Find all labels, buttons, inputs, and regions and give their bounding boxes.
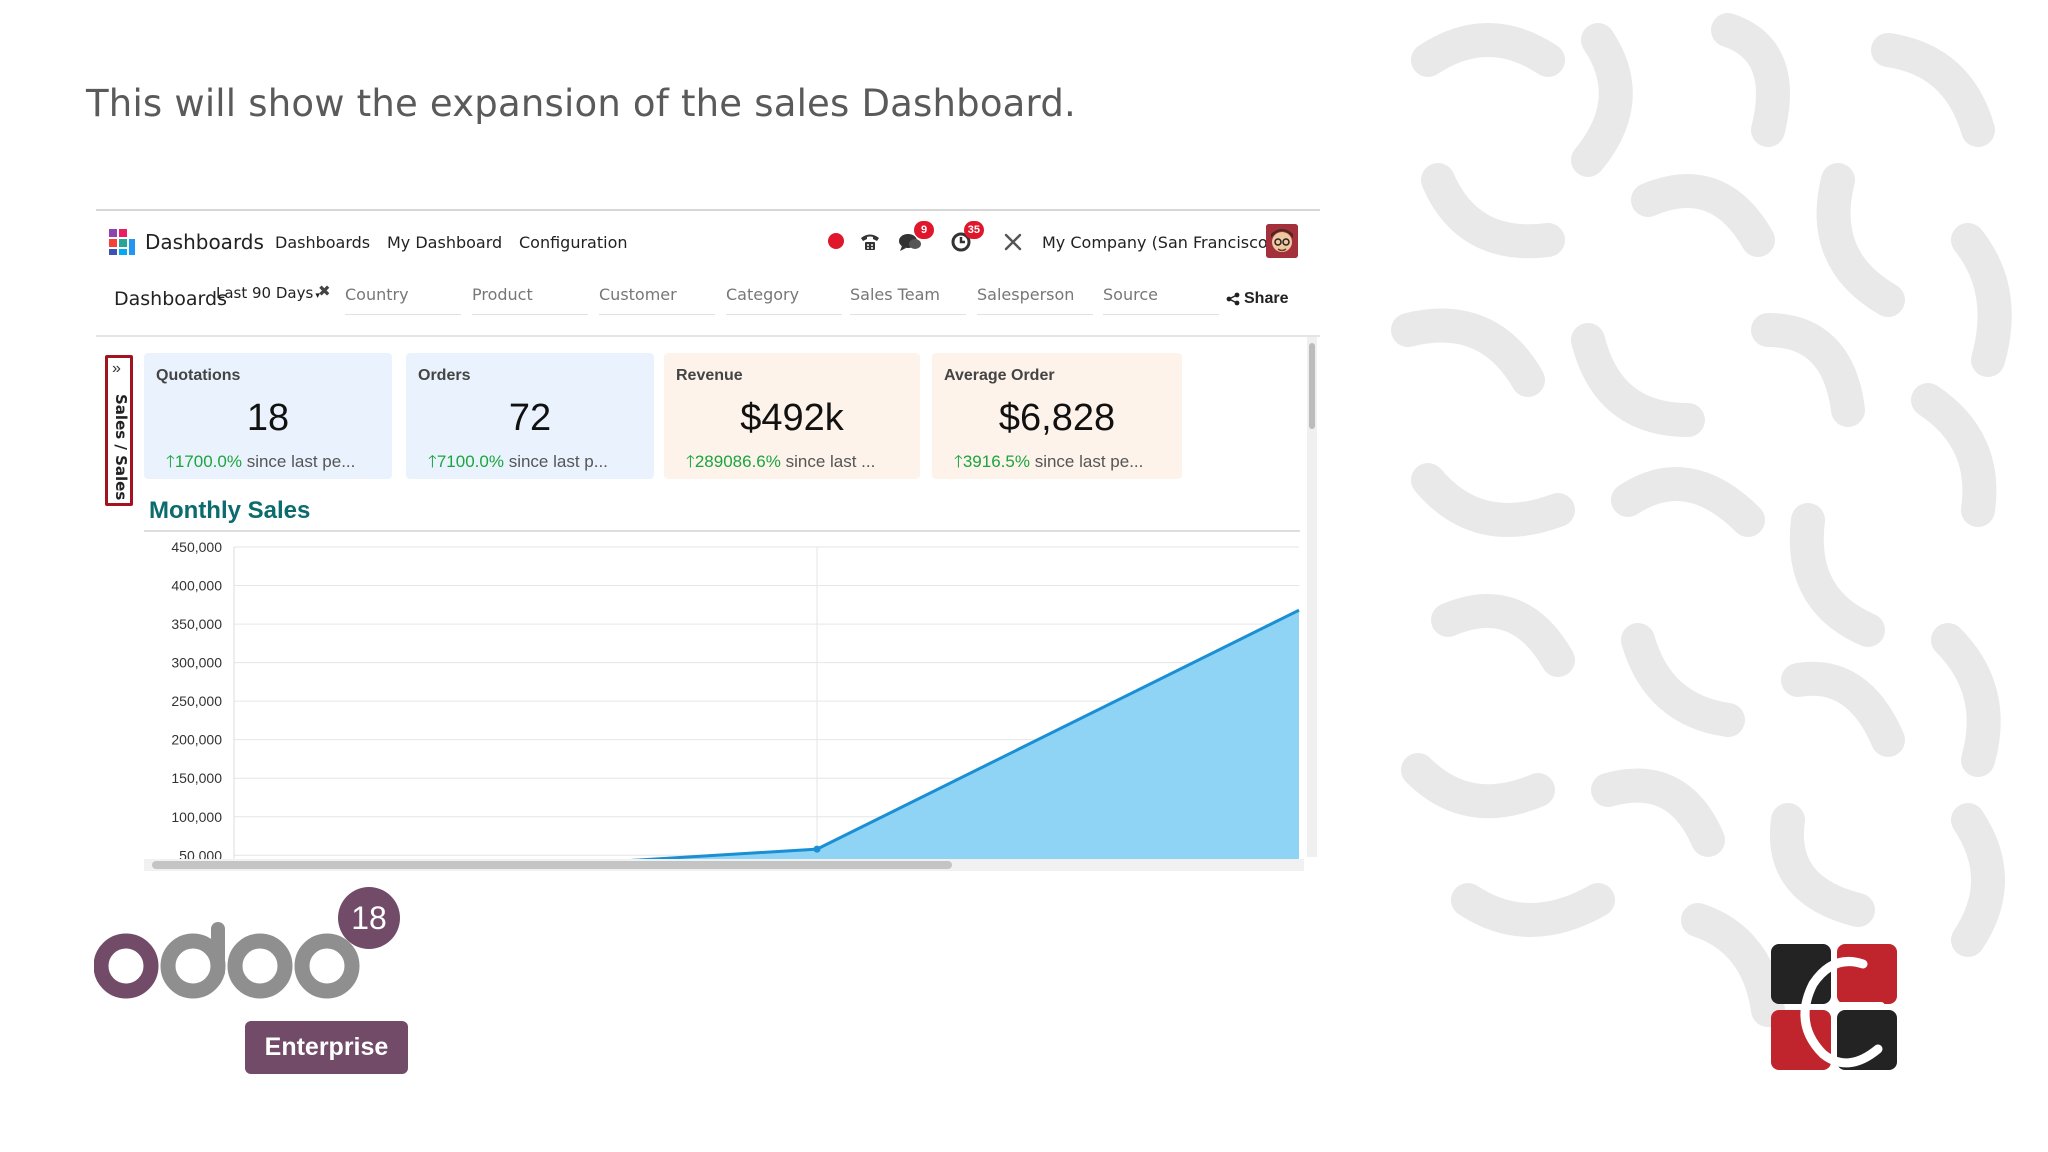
filter-sales-team[interactable]: Sales Team (850, 285, 966, 315)
kpi-orders[interactable]: Orders 72 🡑7100.0% since last p... (406, 353, 654, 479)
edition-badge: Enterprise (245, 1021, 408, 1074)
filter-customer[interactable]: Customer (599, 285, 715, 315)
kpi-average-order[interactable]: Average Order $6,828 🡑3916.5% since last… (932, 353, 1182, 479)
kpi-label: Quotations (156, 367, 241, 384)
recording-indicator-icon[interactable] (828, 233, 844, 249)
filter-country[interactable]: Country (345, 285, 461, 315)
kpi-trend-pct: 289086.6% (694, 452, 781, 471)
app-title[interactable]: Dashboards (145, 230, 264, 254)
chart-divider (144, 530, 1300, 532)
company-logo (1771, 944, 1897, 1070)
dashboards-app-icon[interactable] (108, 228, 136, 256)
company-switcher[interactable]: My Company (San Francisco) (1042, 233, 1274, 252)
kpi-label: Revenue (676, 367, 743, 384)
slide-heading: This will show the expansion of the sale… (86, 82, 1076, 125)
series-area (654, 610, 1299, 859)
kpi-trend: 🡑1700.0% since last pe... (166, 449, 376, 478)
user-avatar[interactable] (1266, 224, 1298, 258)
y-tick-label: 100,000 (171, 809, 222, 825)
kpi-value: $492k (740, 397, 844, 439)
control-panel: Dashboards Last 90 Days ▾ ✖ Country Produ… (96, 271, 1320, 337)
kpi-value: $6,828 (998, 397, 1116, 439)
sidebar-toggle[interactable]: » Sales / Sales (105, 355, 133, 506)
share-label: Share (1244, 290, 1289, 307)
dashboard-content: » Sales / Sales Quotations 18 🡑1700.0% s… (96, 337, 1320, 871)
trend-up-arrow-icon: 🡑 (954, 452, 963, 471)
filter-product[interactable]: Product (472, 285, 588, 315)
y-tick-label: 250,000 (171, 693, 222, 709)
debug-tools-icon[interactable] (1002, 227, 1024, 257)
y-tick-label: 400,000 (171, 578, 222, 594)
menu-configuration[interactable]: Configuration (519, 233, 628, 252)
kpi-trend-text: since last p... (503, 452, 608, 471)
kpi-quotations[interactable]: Quotations 18 🡑1700.0% since last pe... (144, 353, 392, 479)
y-tick-label: 450,000 (171, 539, 222, 555)
kpi-label: Orders (418, 367, 471, 384)
kpi-trend: 🡑289086.6% since last ... (686, 449, 896, 478)
filter-category[interactable]: Category (726, 285, 842, 315)
caret-down-icon: ▾ (315, 291, 320, 301)
filter-salesperson[interactable]: Salesperson (977, 285, 1093, 315)
date-filter-label: Last 90 Days (216, 284, 314, 302)
activity-clock-icon[interactable]: 35 (948, 221, 984, 257)
phone-icon[interactable] (858, 227, 882, 257)
y-tick-label: 200,000 (171, 732, 222, 748)
y-tick-label: 50,000 (179, 847, 222, 859)
kpi-label: Average Order (944, 367, 1055, 384)
kpi-trend: 🡑3916.5% since last pe... (954, 449, 1164, 478)
kpi-trend-text: since last pe... (241, 452, 356, 471)
y-tick-label: 350,000 (171, 616, 222, 632)
version-number: 18 (351, 900, 387, 936)
vertical-scrollbar-track (1307, 337, 1317, 857)
filter-source[interactable]: Source (1103, 285, 1219, 315)
clear-filter-icon[interactable]: ✖ (318, 283, 331, 300)
kpi-value: 72 (508, 397, 552, 439)
kpi-value: 18 (246, 397, 290, 439)
y-tick-label: 150,000 (171, 770, 222, 786)
kpi-trend-pct: 7100.0% (436, 452, 504, 471)
kpi-trend-pct: 1700.0% (174, 452, 242, 471)
kpi-trend: 🡑7100.0% since last p... (428, 449, 638, 478)
activity-count-badge: 35 (963, 221, 984, 239)
monthly-sales-chart: 450,000 400,000 350,000 300,000 250,000 200,0… (171, 539, 1300, 859)
trend-up-arrow-icon: 🡑 (686, 452, 695, 471)
data-point (813, 845, 821, 853)
odoo-screenshot: Dashboards Dashboards My Dashboard Confi… (96, 209, 1320, 871)
menu-dashboards[interactable]: Dashboards (275, 233, 371, 252)
top-navbar: Dashboards Dashboards My Dashboard Confi… (96, 211, 1320, 271)
kpi-revenue[interactable]: Revenue $492k 🡑289086.6% since last ... (664, 353, 920, 479)
menu-my-dashboard[interactable]: My Dashboard (387, 233, 503, 252)
decorative-pattern (1391, 13, 2012, 1027)
trend-up-arrow-icon: 🡑 (428, 452, 437, 471)
sidebar-toggle-label: Sales / Sales (112, 394, 130, 501)
date-filter[interactable]: Last 90 Days ▾ (216, 284, 320, 302)
share-icon (1226, 292, 1240, 306)
horizontal-scrollbar[interactable] (152, 861, 952, 869)
chart-title: Monthly Sales (149, 497, 311, 524)
kpi-trend-pct: 3916.5% (962, 452, 1030, 471)
kpi-trend-text: since last ... (780, 452, 876, 471)
kpi-trend-text: since last pe... (1029, 452, 1144, 471)
share-button[interactable]: Share (1226, 290, 1288, 308)
messages-icon[interactable]: 9 (896, 221, 934, 257)
breadcrumb[interactable]: Dashboards (114, 288, 227, 310)
trend-up-arrow-icon: 🡑 (166, 452, 175, 471)
odoo-logo: 18 (94, 887, 400, 999)
y-tick-label: 300,000 (171, 655, 222, 671)
messages-count-badge: 9 (914, 221, 934, 239)
vertical-scrollbar[interactable] (1309, 343, 1315, 429)
double-chevron-right-icon: » (112, 360, 121, 377)
